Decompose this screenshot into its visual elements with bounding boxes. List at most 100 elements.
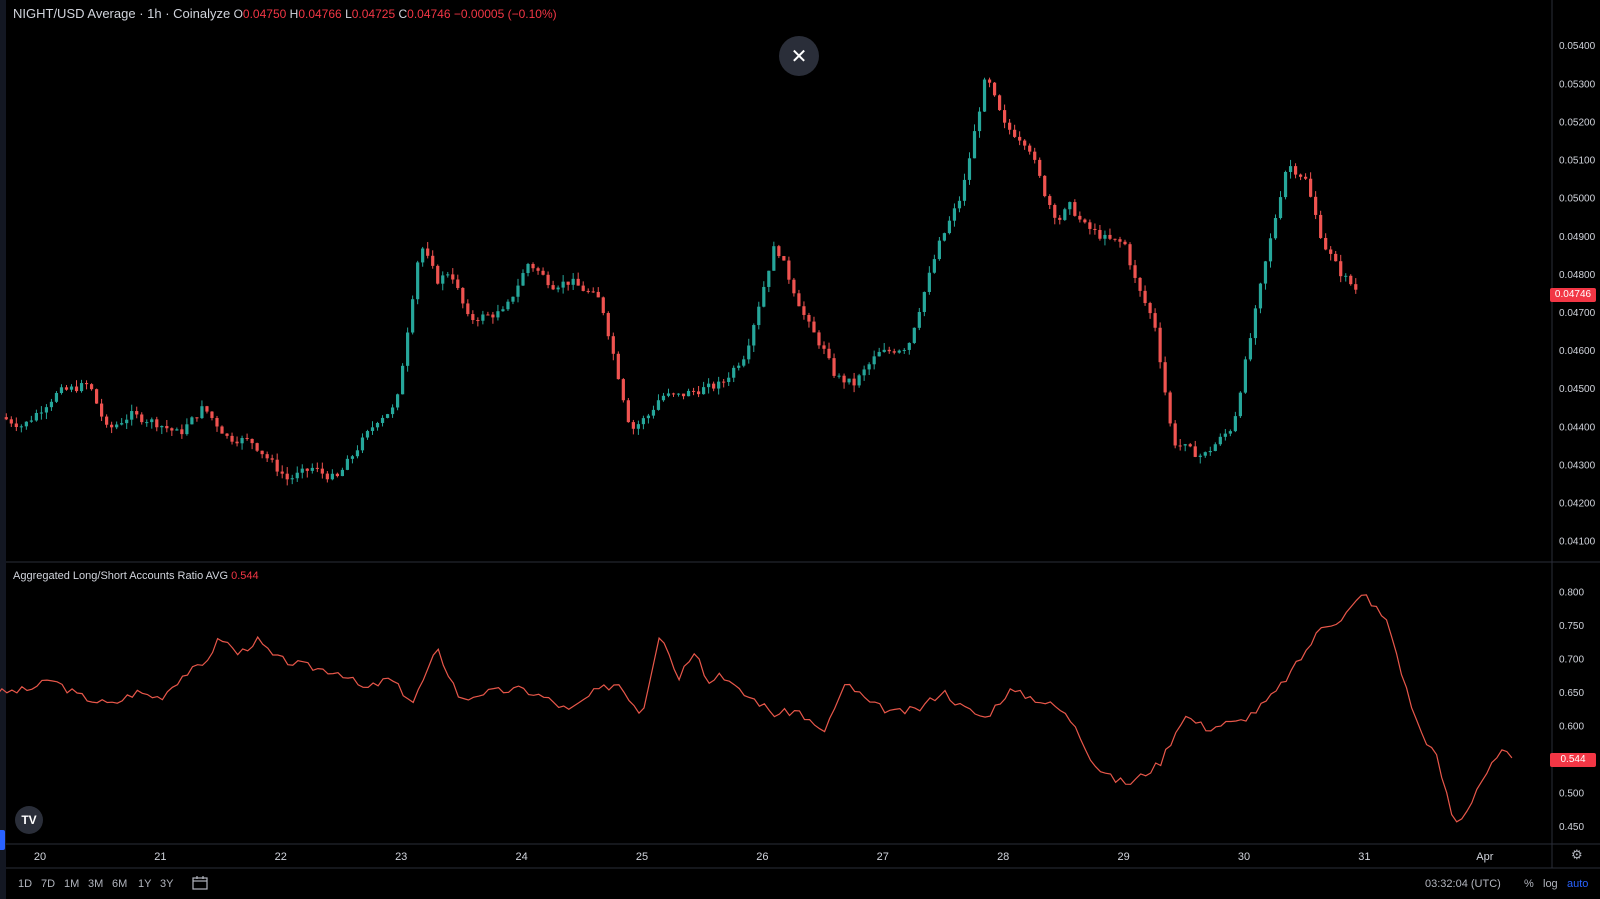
candle-body	[39, 412, 44, 414]
ratio-axis-tick: 0.700	[1559, 654, 1584, 665]
candle-body	[942, 233, 947, 241]
candle-body	[280, 471, 284, 474]
candle-body	[742, 359, 746, 366]
range-button-1d[interactable]: 1D	[18, 878, 33, 890]
candle-body	[255, 443, 259, 451]
close-icon[interactable]: ✕	[779, 36, 819, 76]
bottom-toolbar: 1D 7D 1M 3M 6M 1Y 3Y 03:32:04 (UTC) % lo…	[0, 868, 1600, 899]
candle-body	[566, 281, 570, 285]
candle-body	[897, 350, 901, 353]
candle-body	[862, 369, 866, 376]
candle-body	[867, 364, 871, 370]
indicator-header: Aggregated Long/Short Accounts Ratio AVG…	[13, 570, 259, 582]
candle-body	[1208, 450, 1212, 453]
auto-toggle[interactable]: auto	[1567, 878, 1589, 890]
candle-body	[230, 435, 234, 442]
percent-toggle[interactable]: %	[1524, 878, 1534, 890]
candle-body	[817, 332, 821, 346]
range-button-1y[interactable]: 1Y	[138, 878, 152, 890]
date-axis-tick: 26	[756, 851, 768, 863]
price-axis-tick: 0.05100	[1559, 156, 1596, 167]
candle-body	[64, 387, 69, 390]
candle-body	[807, 314, 811, 322]
candle-body	[601, 297, 605, 314]
last-ratio-tag: 0.544	[1550, 753, 1596, 767]
candle-body	[220, 426, 224, 434]
close-label: C	[398, 7, 408, 21]
candle-body	[185, 424, 189, 435]
candle-body	[762, 286, 766, 307]
candle-body	[536, 268, 540, 271]
candle-body	[1203, 452, 1207, 456]
range-button-3m[interactable]: 3M	[88, 878, 104, 890]
date-axis-tick: 30	[1238, 851, 1250, 863]
candle-body	[922, 292, 926, 313]
candle-body	[626, 400, 630, 423]
candle-body	[44, 407, 49, 413]
chart-header: NIGHT/USD Average · 1h · Coinalyze O0.04…	[13, 6, 557, 21]
range-button-6m[interactable]: 6M	[112, 878, 128, 890]
range-button-1m[interactable]: 1M	[64, 878, 80, 890]
candle-body	[917, 312, 921, 328]
candle-body	[1023, 140, 1027, 146]
candle-body	[380, 417, 385, 423]
candle-body	[606, 313, 610, 337]
candle-body	[140, 414, 144, 423]
candle-body	[1218, 436, 1222, 445]
calendar-icon[interactable]	[192, 876, 208, 890]
date-axis-tick: 29	[1117, 851, 1129, 863]
candle-body	[79, 383, 84, 392]
price-axis: 0.05400 0.05300 0.05200 0.05100 0.05000 0.049…	[1559, 41, 1596, 547]
candle-body	[190, 417, 194, 425]
date-axis-tick: 28	[997, 851, 1009, 863]
candle-body	[947, 220, 952, 234]
candle-body	[641, 418, 646, 425]
candle-body	[1053, 204, 1057, 218]
candle-body	[847, 378, 851, 383]
scroll-marker[interactable]	[0, 830, 5, 850]
candle-body	[1263, 261, 1268, 284]
candle-body	[135, 411, 139, 415]
candle-body	[531, 263, 535, 269]
price-axis-tick: 0.04300	[1559, 460, 1596, 471]
candle-body	[516, 285, 520, 297]
range-button-3y[interactable]: 3Y	[160, 878, 174, 890]
candle-body	[792, 279, 796, 294]
candle-body	[59, 387, 64, 394]
price-axis-tick: 0.04200	[1559, 498, 1596, 509]
candle-body	[576, 278, 580, 286]
ratio-axis-tick: 0.650	[1559, 688, 1584, 699]
candle-body	[631, 422, 635, 429]
candle-body	[732, 367, 736, 378]
candle-body	[842, 375, 846, 383]
candle-body	[797, 293, 801, 307]
candle-body	[421, 248, 425, 263]
candle-body	[1133, 265, 1137, 278]
candle-body	[907, 342, 911, 350]
log-toggle[interactable]: log	[1543, 878, 1558, 890]
candle-body	[395, 394, 400, 408]
range-button-7d[interactable]: 7D	[41, 878, 56, 890]
candle-body	[385, 414, 390, 418]
utc-clock: 03:32:04 (UTC)	[1425, 878, 1501, 890]
candle-body	[661, 395, 666, 401]
low-value: 0.04725	[351, 7, 396, 21]
candle-body	[1058, 217, 1062, 220]
candle-body	[812, 321, 816, 333]
date-axis-tick: 21	[154, 851, 166, 863]
candle-body	[636, 424, 640, 429]
candle-body	[215, 417, 219, 427]
candle-body	[466, 303, 470, 315]
candle-body	[666, 393, 671, 396]
tradingview-logo-icon[interactable]: TV	[15, 806, 43, 834]
candle-body	[1033, 151, 1037, 160]
candle-body	[737, 365, 741, 368]
candle-body	[1168, 392, 1172, 424]
candle-body	[727, 377, 731, 383]
gear-icon[interactable]: ⚙	[1571, 847, 1583, 862]
candle-body	[1283, 171, 1288, 198]
candle-body	[1339, 261, 1343, 277]
candle-body	[476, 320, 480, 322]
candle-body	[195, 417, 199, 419]
